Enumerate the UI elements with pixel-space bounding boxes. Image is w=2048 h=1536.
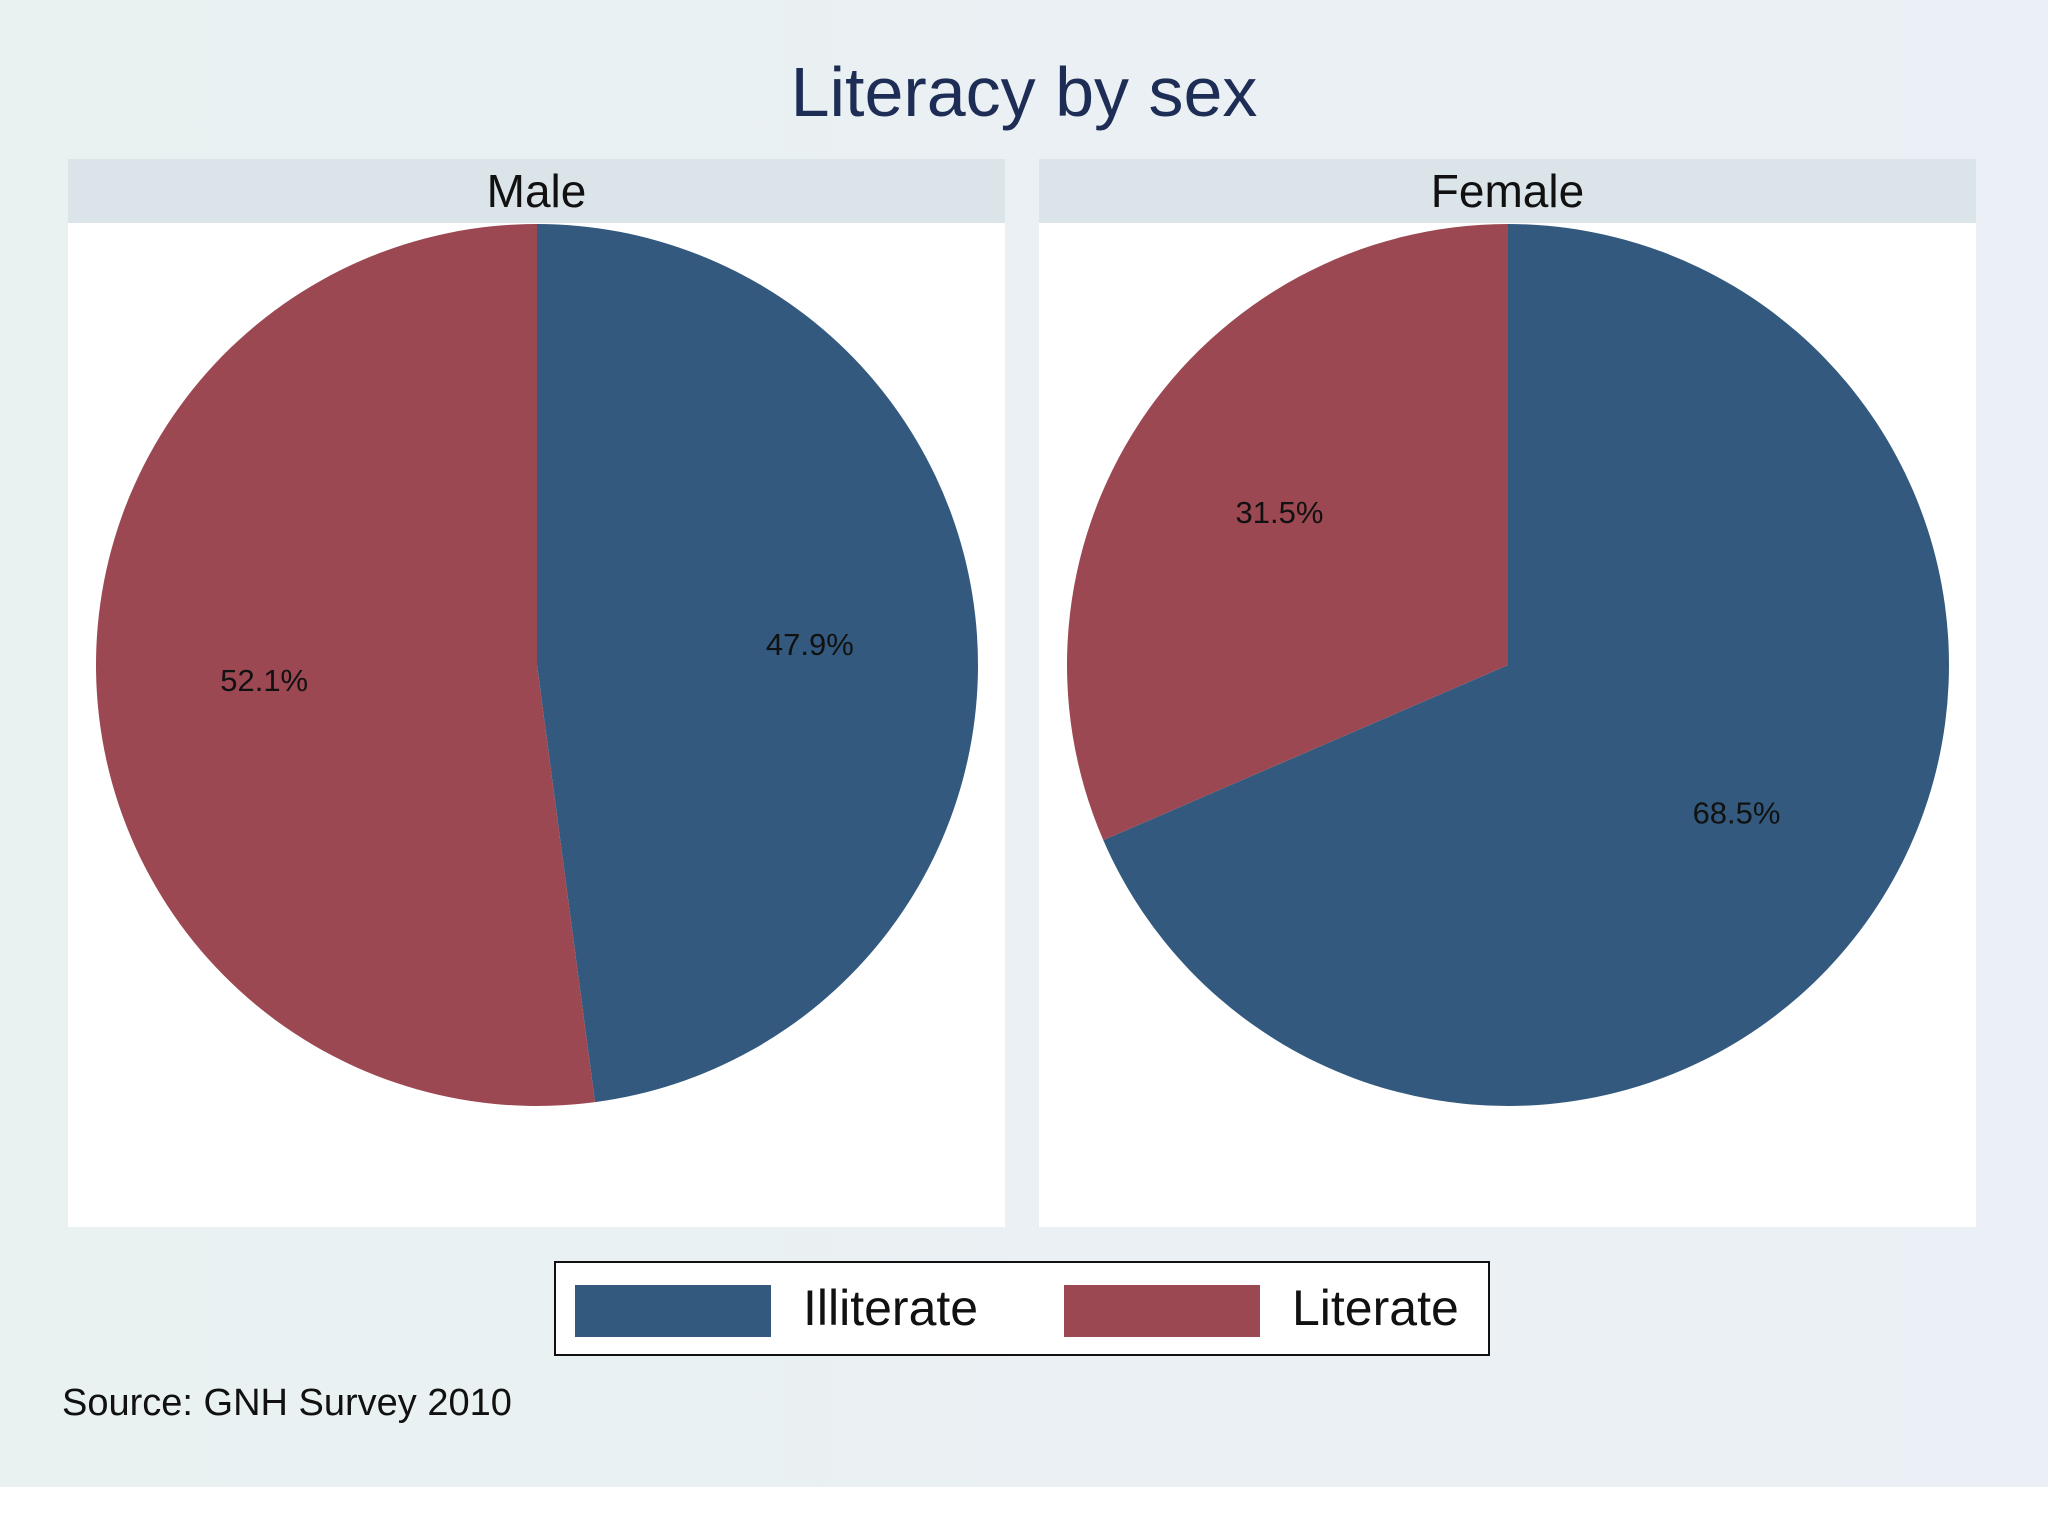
panel-header-female: Female — [1039, 159, 1976, 223]
legend-swatch-illiterate — [575, 1285, 771, 1337]
pie-chart-female: 68.5% 31.5% — [1067, 224, 1949, 1106]
legend-label-literate: Literate — [1292, 1280, 1459, 1336]
panel-header-male: Male — [68, 159, 1005, 223]
slice-label-male-literate: 52.1% — [220, 663, 308, 698]
slice-label-female-literate: 31.5% — [1236, 495, 1324, 530]
slice-label-female-illiterate: 68.5% — [1693, 795, 1781, 830]
chart-title: Literacy by sex — [790, 53, 1258, 131]
legend: Illiterate Literate — [554, 1261, 1490, 1356]
pie-slice-female-literate — [1067, 224, 1508, 841]
pie-panel-female: Female 68.5% 31.5% — [1039, 159, 1976, 1227]
legend-swatch-literate — [1064, 1285, 1260, 1337]
source-note: Source: GNH Survey 2010 — [62, 1382, 512, 1424]
legend-label-illiterate: Illiterate — [803, 1280, 979, 1336]
pie-slice-male-illiterate — [537, 224, 979, 1103]
slice-label-male-illiterate: 47.9% — [766, 627, 854, 662]
pie-panel-male: Male 47.9% 52.1% — [68, 159, 1005, 1227]
chart-figure: Literacy by sex Male 47.9% 52.1% Female 6… — [0, 0, 2048, 1487]
pie-chart-male: 47.9% 52.1% — [96, 224, 979, 1106]
pie-slice-female-illiterate — [1103, 224, 1949, 1106]
pie-slice-male-literate — [96, 224, 596, 1106]
